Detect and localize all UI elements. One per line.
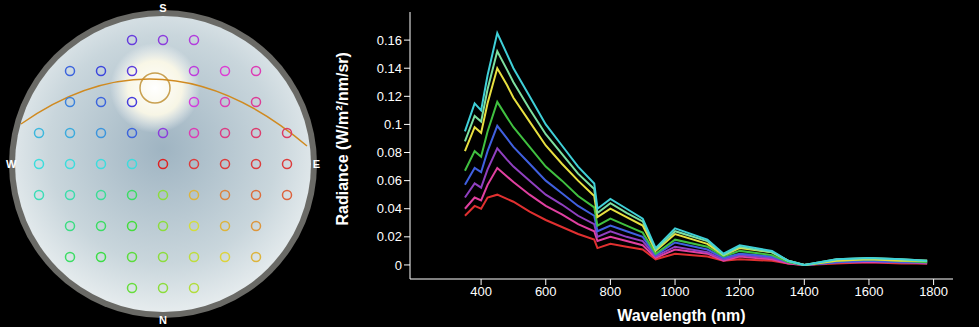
svg-text:0.12: 0.12 xyxy=(377,89,402,104)
svg-text:0.02: 0.02 xyxy=(377,229,402,244)
svg-text:0.14: 0.14 xyxy=(377,61,402,76)
svg-text:1600: 1600 xyxy=(855,284,884,299)
svg-text:W: W xyxy=(6,158,17,170)
svg-text:E: E xyxy=(313,158,320,170)
svg-text:Wavelength (nm): Wavelength (nm) xyxy=(617,307,745,324)
svg-text:800: 800 xyxy=(600,284,622,299)
svg-text:1200: 1200 xyxy=(725,284,754,299)
svg-text:Radiance (W/m²/nm/sr): Radiance (W/m²/nm/sr) xyxy=(334,52,351,225)
svg-text:0.16: 0.16 xyxy=(377,33,402,48)
svg-text:0: 0 xyxy=(395,258,402,273)
svg-text:1000: 1000 xyxy=(661,284,690,299)
svg-text:S: S xyxy=(159,2,166,14)
svg-text:400: 400 xyxy=(470,284,492,299)
svg-text:0.08: 0.08 xyxy=(377,145,402,160)
svg-text:N: N xyxy=(159,314,167,326)
svg-text:0.04: 0.04 xyxy=(377,201,402,216)
svg-text:0.06: 0.06 xyxy=(377,173,402,188)
svg-text:600: 600 xyxy=(535,284,557,299)
svg-text:0.1: 0.1 xyxy=(384,117,402,132)
svg-text:1400: 1400 xyxy=(790,284,819,299)
svg-text:1800: 1800 xyxy=(919,284,948,299)
